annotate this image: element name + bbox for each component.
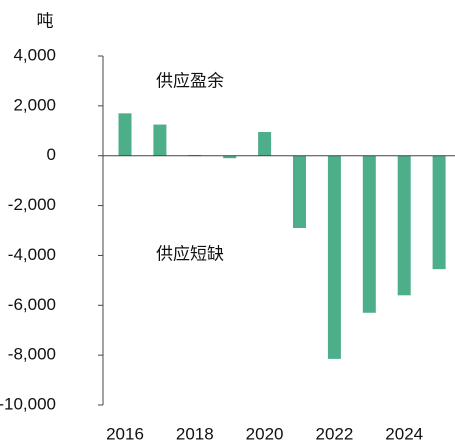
y-unit: 吨 [37,11,54,30]
y-tick-label: -10,000 [0,394,56,413]
bar [432,155,446,270]
annotation: 供应短缺 [156,244,224,263]
bar [362,155,376,313]
y-tick-label: -8,000 [8,345,56,364]
y-tick-label: -6,000 [8,295,56,314]
x-tick-label: 2018 [176,424,214,441]
x-tick-label: 2020 [246,424,284,441]
y-tick-label: -4,000 [8,245,56,264]
bar [397,155,411,296]
bar [258,132,272,156]
y-tick-label: 0 [47,145,56,164]
bar [118,113,132,156]
bar [153,124,167,156]
y-tick-label: -2,000 [8,195,56,214]
x-tick-label: 2024 [385,424,423,441]
bar [293,155,306,229]
x-tick-label: 2022 [315,424,353,441]
annotation: 供应盈余 [156,71,224,90]
x-tick-label: 2016 [106,424,144,441]
bar [327,155,341,359]
y-tick-label: 2,000 [13,95,56,114]
y-tick-label: 4,000 [13,45,56,64]
bar [223,155,237,159]
